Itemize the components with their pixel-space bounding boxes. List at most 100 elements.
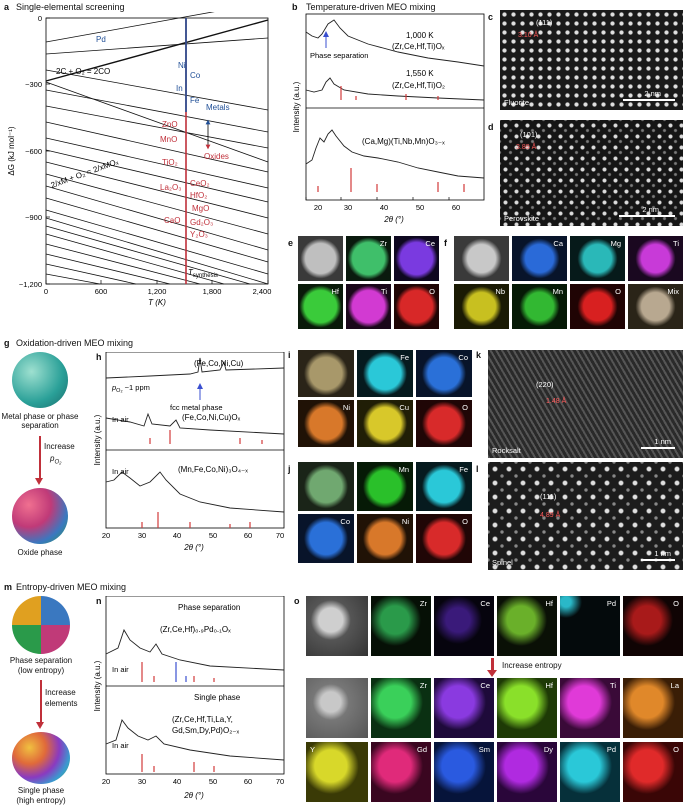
h-s2: (Fe,Co,Ni,Cu)Oₓ — [182, 413, 241, 422]
o-row3-o: O — [623, 742, 683, 802]
h-xtick-3: 50 — [209, 531, 217, 540]
a-ylabel: ΔG (kJ mol⁻¹) — [7, 126, 16, 175]
j-map-ni: Ni — [357, 514, 413, 563]
o-row2-haadf — [306, 678, 368, 738]
panel-f-letter: f — [444, 238, 447, 248]
g-arrow-label1: Increase — [44, 442, 75, 451]
g-arrow — [39, 436, 41, 480]
m-arrow — [40, 680, 42, 724]
a-xlabel: T (K) — [148, 298, 166, 307]
o-row2-zr: Zr — [371, 678, 431, 738]
k-dspacing: 1.48 Å — [546, 398, 567, 405]
a-xtick-4: 2,400 — [253, 287, 272, 296]
f-map-mix: Mix — [628, 284, 683, 329]
o-row3-gd: Gd — [371, 742, 431, 802]
h-s1: (Fe,Co,Ni,Cu) — [194, 359, 244, 368]
m-top1: Phase separation — [9, 656, 73, 665]
n-xtick-5: 70 — [276, 777, 284, 786]
o-row2-ti: Ti — [560, 678, 620, 738]
panel-l-letter: l — [476, 464, 479, 474]
h-air1: In air — [112, 415, 129, 424]
a-oxide-la2o3: La₂O₃ — [160, 183, 181, 192]
m-arrow-label2: elements — [45, 699, 78, 708]
e-map-ce: Ce — [394, 236, 439, 281]
c-hkl: (111) — [536, 18, 553, 27]
panel-m-title: Entropy-driven MEO mixing — [16, 582, 127, 592]
m-bot1: Single phase — [17, 786, 65, 795]
e-map-o: O — [394, 284, 439, 329]
a-oxide-zno: ZnO — [162, 120, 178, 129]
h-xtick-2: 40 — [173, 531, 181, 540]
h-ylabel: Intensity (a.u.) — [93, 414, 102, 465]
f-map-mn: Mn — [512, 284, 567, 329]
d-scalebar-label: 2 nm — [642, 205, 659, 214]
b-s1: (Zr,Ce,Hf,Ti)Oₓ — [392, 42, 445, 51]
o-row2-la: La — [623, 678, 683, 738]
j-map-haadf — [298, 462, 354, 511]
k-scalebar — [641, 447, 675, 449]
o-row2-hf: Hf — [497, 678, 557, 738]
f-map-o: O — [570, 284, 625, 329]
j-map-fe: Fe — [416, 462, 472, 511]
i-map-haadf — [298, 350, 354, 397]
a-oxides-label: Oxides — [204, 152, 229, 161]
panel-a-letter: a — [4, 2, 10, 12]
n-xtick-3: 50 — [209, 777, 217, 786]
h-s3: (Mn,Fe,Co,Ni)₃O₄₋ₓ — [178, 465, 248, 474]
a-oxide-tio2: TiO₂ — [162, 158, 178, 167]
l-scalebar-label: 1 nm — [654, 549, 671, 558]
b-xtick-4: 60 — [452, 203, 460, 212]
n-s1: (Zr,Ce,Hf)₀.₉Pd₀.₁Oₓ — [160, 625, 231, 634]
n-xlabel: 2θ (°) — [183, 791, 204, 800]
b-xlabel: 2θ (°) — [383, 215, 404, 224]
c-dspacing: 3.10 Å — [518, 32, 539, 39]
e-map-zr: Zr — [346, 236, 391, 281]
a-metal-pd: Pd — [96, 35, 106, 44]
g-arrow-label2: pO₂ — [50, 454, 62, 466]
o-arrow — [491, 658, 494, 672]
panel-a-title: Single-elemental screening — [16, 2, 125, 12]
panel-l-image: (111) 4.89 Å Spinel 1 nm — [488, 462, 683, 570]
n-ylabel: Intensity (a.u.) — [93, 660, 102, 711]
f-map-nb: Nb — [454, 284, 509, 329]
e-map-ti: Ti — [346, 284, 391, 329]
a-metal-ni: Ni — [178, 61, 186, 70]
panel-h-chart: Intensity (a.u.) (Fe,Co,Ni,Cu) pO₂ ~1 pp… — [93, 352, 285, 552]
l-hkl: (111) — [540, 492, 557, 501]
o-row2-ce: Ce — [434, 678, 494, 738]
panel-o-letter: o — [294, 596, 300, 606]
i-map-ni: Ni — [298, 400, 354, 447]
g-metal-sphere — [12, 352, 68, 408]
a-xtick-0: 0 — [44, 287, 48, 296]
panel-g-title: Oxidation-driven MEO mixing — [16, 338, 134, 348]
panel-h-letter: h — [96, 352, 102, 362]
o-row3-y: Y — [306, 742, 368, 802]
o-row3-dy: Dy — [497, 742, 557, 802]
h-xtick-5: 70 — [276, 531, 284, 540]
panel-k-image: (220) 1.48 Å Rocksalt 1 nm — [488, 350, 683, 458]
panel-d-letter: d — [488, 122, 494, 132]
f-map-mg: Mg — [570, 236, 625, 281]
b-xtick-0: 20 — [314, 203, 322, 212]
panel-b-chart: Intensity (a.u.) Phase separation 1,000 … — [292, 13, 485, 224]
m-arrow-head — [36, 722, 44, 729]
a-reaction-2: 2/xM + O₂ = 2/xMOₓ — [50, 157, 120, 190]
h-xtick-4: 60 — [244, 531, 252, 540]
n-xtick-1: 30 — [138, 777, 146, 786]
a-ytick-1: −300 — [25, 80, 42, 89]
o-arrow-head — [487, 670, 497, 677]
panel-n-chart: Intensity (a.u.) Phase separation (Zr,Ce… — [93, 596, 285, 800]
a-oxide-mno: MnO — [160, 135, 177, 144]
b-t2: 1,550 K — [406, 69, 434, 78]
b-xtick-3: 50 — [416, 203, 424, 212]
a-tsyn-label: Tsynthesis — [188, 268, 218, 279]
o-row3-pd: Pd — [560, 742, 620, 802]
panel-i-letter: i — [288, 350, 291, 360]
h-air2: In air — [112, 467, 129, 476]
n-s2a: (Zr,Ce,Hf,Ti,La,Y, — [172, 715, 233, 724]
f-map-haadf — [454, 236, 509, 281]
o-row1-ce: Ce — [434, 596, 494, 656]
m-low-entropy-sphere — [12, 596, 70, 654]
a-xtick-1: 600 — [95, 287, 108, 296]
l-caption: Spinel — [492, 558, 513, 567]
